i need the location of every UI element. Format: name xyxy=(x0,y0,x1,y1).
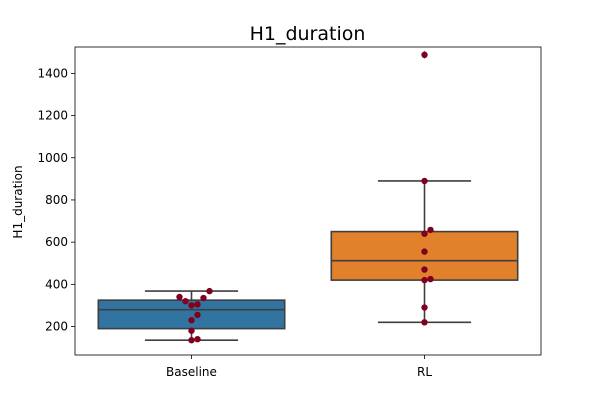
data-point-rl xyxy=(427,226,434,234)
data-point-baseline xyxy=(194,301,201,308)
data-point-baseline xyxy=(200,294,207,302)
data-point-rl xyxy=(421,304,428,311)
data-point-rl xyxy=(421,319,428,326)
box-baseline xyxy=(97,299,286,330)
data-point-baseline xyxy=(206,287,213,295)
y-tick-label: 600 xyxy=(45,235,68,249)
data-point-baseline xyxy=(194,335,201,343)
axes-frame xyxy=(74,46,542,356)
y-tick-label: 400 xyxy=(45,277,68,291)
x-tick-label-rl: RL xyxy=(417,365,432,379)
data-point-baseline xyxy=(188,327,195,334)
data-point-baseline xyxy=(182,298,189,305)
data-point-rl xyxy=(421,276,428,284)
data-point-baseline xyxy=(188,337,195,344)
data-point-rl xyxy=(421,230,428,237)
data-point-baseline xyxy=(194,311,201,319)
chart-title: H1_duration xyxy=(250,23,366,45)
y-tick-label: 200 xyxy=(45,320,68,334)
x-tick-label-baseline: Baseline xyxy=(166,365,217,379)
y-axis-label: H1_duration xyxy=(11,165,25,238)
data-point-baseline xyxy=(188,316,195,324)
data-point-baseline xyxy=(176,293,183,301)
y-tick-label: 800 xyxy=(45,193,68,207)
data-point-rl xyxy=(427,275,434,283)
data-point-rl xyxy=(421,248,428,255)
y-tick-label: 1000 xyxy=(37,151,68,165)
data-point-baseline xyxy=(188,302,195,309)
plot-area: 200 400 600 800 1000 1200 1400 Baseline RL xyxy=(37,46,542,379)
data-point-rl xyxy=(421,266,428,273)
y-tick-label: 1200 xyxy=(37,109,68,123)
box-rl xyxy=(330,230,519,281)
data-point-rl xyxy=(421,51,428,59)
y-tick-label: 1400 xyxy=(37,66,68,80)
data-point-rl xyxy=(421,177,428,185)
